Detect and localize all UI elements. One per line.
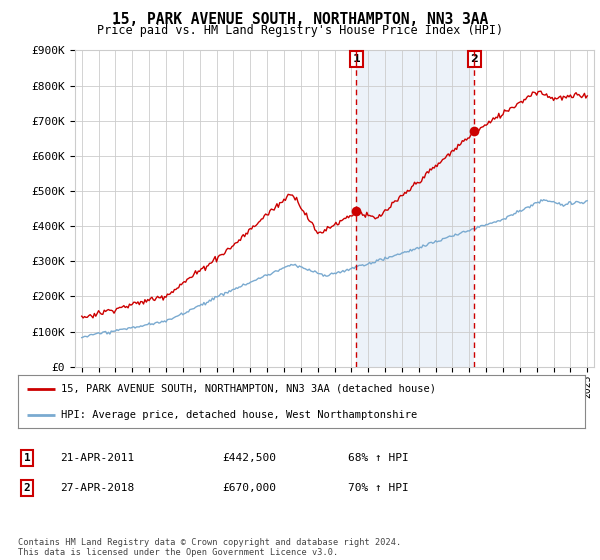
Text: 2: 2: [23, 483, 31, 493]
Text: 68% ↑ HPI: 68% ↑ HPI: [348, 453, 409, 463]
Text: £442,500: £442,500: [222, 453, 276, 463]
Text: HPI: Average price, detached house, West Northamptonshire: HPI: Average price, detached house, West…: [61, 410, 417, 420]
Text: Contains HM Land Registry data © Crown copyright and database right 2024.
This d: Contains HM Land Registry data © Crown c…: [18, 538, 401, 557]
Bar: [356, 50, 475, 367]
Text: £670,000: £670,000: [222, 483, 276, 493]
Text: 27-APR-2018: 27-APR-2018: [60, 483, 134, 493]
Text: 70% ↑ HPI: 70% ↑ HPI: [348, 483, 409, 493]
Text: 15, PARK AVENUE SOUTH, NORTHAMPTON, NN3 3AA (detached house): 15, PARK AVENUE SOUTH, NORTHAMPTON, NN3 …: [61, 384, 436, 394]
Text: Price paid vs. HM Land Registry's House Price Index (HPI): Price paid vs. HM Land Registry's House …: [97, 24, 503, 36]
Text: 1: 1: [353, 54, 360, 64]
Text: 1: 1: [23, 453, 31, 463]
Text: 21-APR-2011: 21-APR-2011: [60, 453, 134, 463]
Text: 15, PARK AVENUE SOUTH, NORTHAMPTON, NN3 3AA: 15, PARK AVENUE SOUTH, NORTHAMPTON, NN3 …: [112, 12, 488, 27]
Text: 2: 2: [470, 54, 478, 64]
